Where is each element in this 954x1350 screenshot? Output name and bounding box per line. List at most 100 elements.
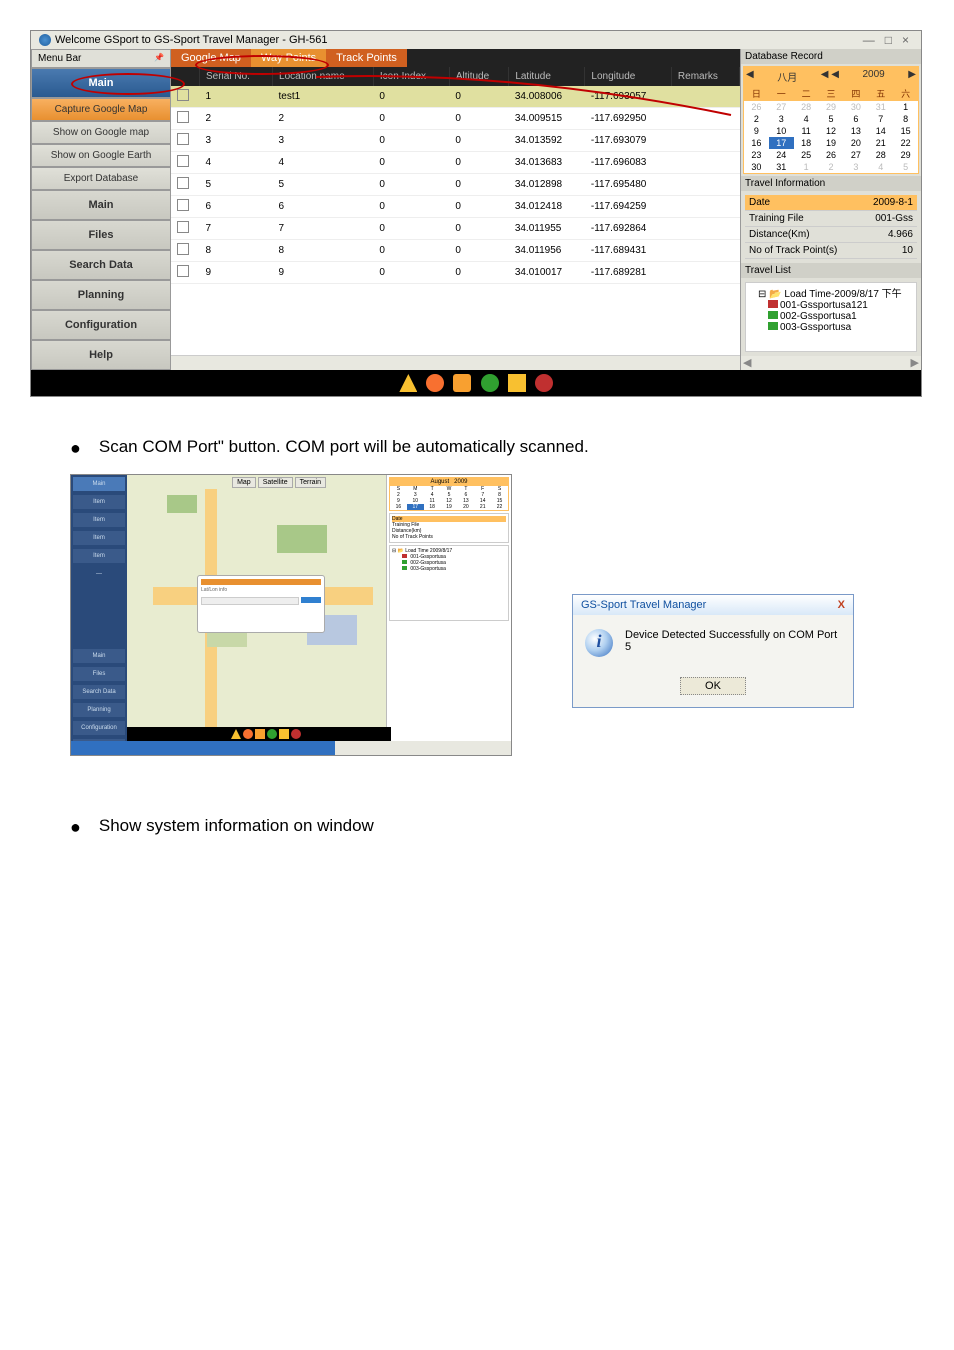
- row-checkbox[interactable]: [177, 133, 189, 145]
- toolbar-icon-2[interactable]: [426, 374, 444, 392]
- cal-day[interactable]: 30: [843, 101, 868, 113]
- table-row[interactable]: 5 5 0 0 34.012898 -117.695480: [171, 174, 740, 196]
- tree-item[interactable]: 002-Gssportusa1: [748, 311, 914, 322]
- map-nav-item[interactable]: Main: [72, 648, 126, 664]
- cal-day[interactable]: 29: [893, 149, 918, 161]
- toolbar-icon-6[interactable]: [535, 374, 553, 392]
- col-altitude[interactable]: Altitude: [449, 67, 508, 86]
- cal-day[interactable]: 20: [843, 137, 868, 149]
- calendar[interactable]: ◀ 八月 ◀ ◀ 2009 ▶ 日一二三四五六26272829303112345…: [743, 66, 919, 174]
- maximize-button[interactable]: □: [881, 33, 896, 47]
- cal-day[interactable]: 3: [769, 113, 794, 125]
- cal-day[interactable]: 21: [868, 137, 893, 149]
- map-nav-item[interactable]: Search Data: [72, 684, 126, 700]
- cal-day[interactable]: 4: [794, 113, 819, 125]
- cal-day[interactable]: 31: [868, 101, 893, 113]
- tab-track-points[interactable]: Track Points: [326, 49, 407, 67]
- nav-help[interactable]: Help: [31, 340, 171, 370]
- map-nav-item[interactable]: Item: [72, 548, 126, 564]
- ok-button[interactable]: OK: [680, 677, 746, 695]
- cal-day[interactable]: 14: [868, 125, 893, 137]
- map-nav-item[interactable]: —: [72, 566, 126, 582]
- row-checkbox[interactable]: [177, 199, 189, 211]
- map-nav-item[interactable]: Main: [72, 476, 126, 492]
- nav-export-database[interactable]: Export Database: [31, 167, 171, 190]
- toolbar-icon-1[interactable]: [399, 374, 417, 392]
- nav-capture-google-map[interactable]: Capture Google Map: [31, 98, 171, 121]
- toolbar-icon[interactable]: [243, 729, 253, 739]
- tab-way-points[interactable]: Way Points: [251, 49, 326, 67]
- toolbar-icon-4[interactable]: [481, 374, 499, 392]
- tree-folder[interactable]: ⊟ 📂 Load Time-2009/8/17 下午: [748, 285, 914, 300]
- nav-show-google-earth[interactable]: Show on Google Earth: [31, 144, 171, 167]
- table-row[interactable]: 1 test1 0 0 34.008006 -117.693057: [171, 86, 740, 108]
- cal-day[interactable]: 10: [769, 125, 794, 137]
- cal-day[interactable]: 7: [868, 113, 893, 125]
- cal-day[interactable]: 24: [769, 149, 794, 161]
- col-latitude[interactable]: Latitude: [509, 67, 585, 86]
- cal-day[interactable]: 5: [819, 113, 844, 125]
- row-checkbox[interactable]: [177, 265, 189, 277]
- toolbar-icon[interactable]: [231, 729, 241, 739]
- minimize-button[interactable]: —: [859, 33, 879, 47]
- table-row[interactable]: 9 9 0 0 34.010017 -117.689281: [171, 262, 740, 284]
- map-type-tabs[interactable]: Map Satellite Terrain: [232, 477, 326, 488]
- cal-day[interactable]: 31: [769, 161, 794, 173]
- col-icon[interactable]: Icon Index: [373, 67, 449, 86]
- cal-day[interactable]: 1: [794, 161, 819, 173]
- toolbar-icon[interactable]: [267, 729, 277, 739]
- toolbar-icon-5[interactable]: [508, 374, 526, 392]
- nav-files[interactable]: Files: [31, 220, 171, 250]
- table-row[interactable]: 8 8 0 0 34.011956 -117.689431: [171, 240, 740, 262]
- cal-day[interactable]: 11: [794, 125, 819, 137]
- table-row[interactable]: 2 2 0 0 34.009515 -117.692950: [171, 108, 740, 130]
- mini-travel-list[interactable]: ⊟ 📂 Load Time 2009/8/17 001-Gssportusa 0…: [389, 545, 509, 621]
- cal-day[interactable]: 15: [893, 125, 918, 137]
- cal-day[interactable]: 23: [744, 149, 769, 161]
- google-map-view[interactable]: Map Satellite Terrain Lat/Lon info Googl…: [127, 475, 386, 755]
- taskbar[interactable]: [71, 741, 511, 755]
- nav-main[interactable]: Main: [31, 68, 171, 98]
- cal-day[interactable]: 27: [769, 101, 794, 113]
- table-row[interactable]: 7 7 0 0 34.011955 -117.692864: [171, 218, 740, 240]
- cal-day[interactable]: 6: [843, 113, 868, 125]
- nav-planning[interactable]: Planning: [31, 280, 171, 310]
- row-checkbox[interactable]: [177, 221, 189, 233]
- cal-day[interactable]: 16: [744, 137, 769, 149]
- table-row[interactable]: 4 4 0 0 34.013683 -117.696083: [171, 152, 740, 174]
- cal-day[interactable]: 29: [819, 101, 844, 113]
- cal-day[interactable]: 18: [794, 137, 819, 149]
- toolbar-icon-3[interactable]: [453, 374, 471, 392]
- cal-day[interactable]: 26: [744, 101, 769, 113]
- cal-day[interactable]: 26: [819, 149, 844, 161]
- tree-item[interactable]: 003-Gssportusa: [748, 322, 914, 333]
- map-nav-item[interactable]: Configuration: [72, 720, 126, 736]
- tab-google-map[interactable]: Google Map: [171, 49, 251, 67]
- cal-day[interactable]: 19: [819, 137, 844, 149]
- cal-day[interactable]: 25: [794, 149, 819, 161]
- cal-day[interactable]: 4: [868, 161, 893, 173]
- cal-next-month[interactable]: ▶: [908, 69, 916, 84]
- map-nav-item[interactable]: Item: [72, 530, 126, 546]
- right-scrollbar[interactable]: ◀▶: [741, 356, 921, 370]
- toolbar-icon[interactable]: [279, 729, 289, 739]
- cal-day[interactable]: 2: [819, 161, 844, 173]
- cal-day[interactable]: 8: [893, 113, 918, 125]
- cal-day[interactable]: 12: [819, 125, 844, 137]
- pin-icon[interactable]: 📌: [154, 53, 164, 64]
- cal-prev-month[interactable]: ◀: [746, 69, 754, 84]
- col-remarks[interactable]: Remarks: [671, 67, 739, 86]
- table-row[interactable]: 3 3 0 0 34.013592 -117.693079: [171, 130, 740, 152]
- cal-day[interactable]: 17: [769, 137, 794, 149]
- col-serial[interactable]: Serial No.: [200, 67, 273, 86]
- row-checkbox[interactable]: [177, 89, 189, 101]
- row-checkbox[interactable]: [177, 243, 189, 255]
- nav-configuration[interactable]: Configuration: [31, 310, 171, 340]
- horizontal-scrollbar[interactable]: [171, 355, 740, 370]
- col-location[interactable]: Location name: [273, 67, 374, 86]
- map-nav-item[interactable]: Planning: [72, 702, 126, 718]
- cal-day[interactable]: 3: [843, 161, 868, 173]
- cal-day[interactable]: 30: [744, 161, 769, 173]
- row-checkbox[interactable]: [177, 111, 189, 123]
- toolbar-icon[interactable]: [255, 729, 265, 739]
